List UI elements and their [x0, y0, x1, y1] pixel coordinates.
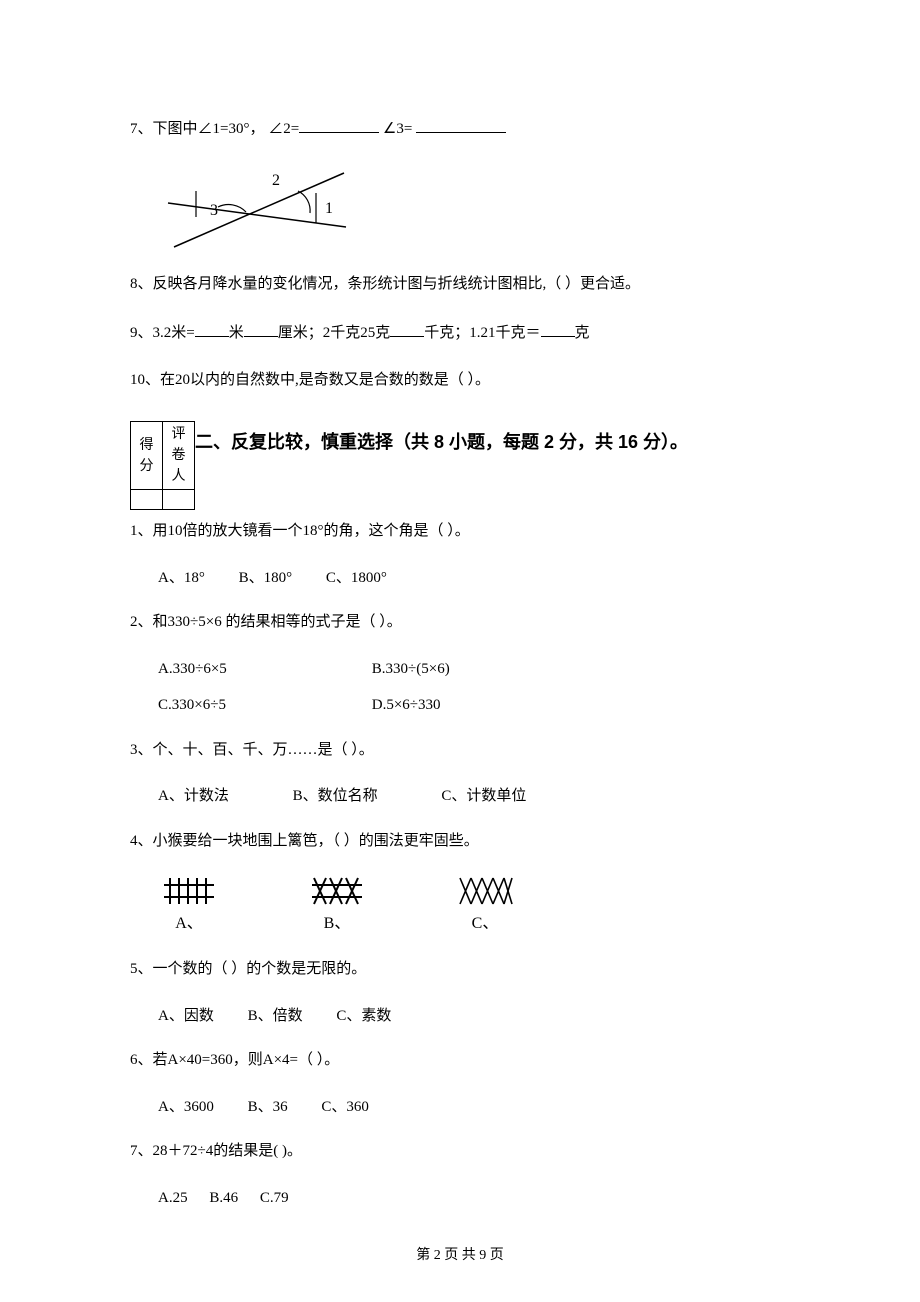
- s2q7-choice-b[interactable]: B.46: [209, 1187, 238, 1210]
- s2q2-choice-b[interactable]: B.330÷(5×6): [372, 658, 582, 681]
- fence-a-icon: [160, 876, 218, 906]
- q7-label-3: 3: [210, 202, 218, 219]
- s2q3-stem: 3、个、十、百、千、万……是（ ）。: [130, 742, 374, 758]
- q7-label-1: 1: [325, 200, 333, 217]
- s2q2-choices: A.330÷6×5 B.330÷(5×6) C.330×6÷5 D.5×6÷33…: [158, 658, 790, 717]
- s2q2-choice-d[interactable]: D.5×6÷330: [372, 694, 582, 717]
- s2-q4: 4、小猴要给一块地围上篱笆，（ ）的围法更牢固些。: [130, 830, 790, 853]
- s2q1-choice-a[interactable]: A、18°: [158, 567, 205, 590]
- q7-angle-figure: 2 1 3: [160, 165, 350, 255]
- s2q5-choice-b[interactable]: B、倍数: [248, 1005, 303, 1028]
- section-2-header: 得分 评卷人 二、反复比较，慎重选择（共 8 小题，每题 2 分，共 16 分）…: [130, 415, 790, 510]
- s2q4-figures: A、 B、: [160, 876, 790, 936]
- s2q5-choice-a[interactable]: A、因数: [158, 1005, 214, 1028]
- q7-blank-2[interactable]: [416, 115, 506, 133]
- score-table: 得分 评卷人: [130, 421, 195, 510]
- q7-text-2: ∠3=: [379, 121, 416, 137]
- s2q4-label-b: B、: [308, 912, 366, 936]
- s2q4-label-c: C、: [456, 912, 514, 936]
- s2-q5: 5、一个数的（ ）的个数是无限的。: [130, 958, 790, 981]
- q7-label-2: 2: [272, 172, 280, 189]
- score-label: 得分: [131, 422, 163, 490]
- q9-b: 米: [229, 325, 244, 341]
- q9-blank-1[interactable]: [195, 319, 229, 337]
- q10-text: 10、在20以内的自然数中,是奇数又是合数的数是（ ）。: [130, 372, 490, 388]
- q9-c: 厘米；2千克25克: [278, 325, 391, 341]
- reviewer-label: 评卷人: [163, 422, 195, 490]
- question-8: 8、反映各月降水量的变化情况，条形统计图与折线统计图相比,（ ）更合适。: [130, 273, 790, 296]
- reviewer-cell[interactable]: [163, 490, 195, 510]
- s2-q3: 3、个、十、百、千、万……是（ ）。: [130, 739, 790, 762]
- s2q3-choice-b[interactable]: B、数位名称: [293, 785, 378, 808]
- s2q2-stem: 2、和330÷5×6 的结果相等的式子是（ ）。: [130, 614, 402, 630]
- s2q1-choices: A、18° B、180° C、1800°: [158, 567, 790, 590]
- q9-blank-2[interactable]: [244, 319, 278, 337]
- s2q3-choices: A、计数法 B、数位名称 C、计数单位: [158, 785, 790, 808]
- s2-q1: 1、用10倍的放大镜看一个18°的角，这个角是（ ）。: [130, 520, 790, 543]
- s2q1-stem: 1、用10倍的放大镜看一个18°的角，这个角是（ ）。: [130, 523, 470, 539]
- s2q7-choices: A.25 B.46 C.79: [158, 1187, 790, 1210]
- section-2-title: 二、反复比较，慎重选择（共 8 小题，每题 2 分，共 16 分）。: [130, 415, 790, 456]
- s2q7-choice-a[interactable]: A.25: [158, 1187, 188, 1210]
- s2q3-choice-a[interactable]: A、计数法: [158, 785, 229, 808]
- fence-c-icon: [456, 876, 514, 906]
- s2q2-choice-a[interactable]: A.330÷6×5: [158, 658, 368, 681]
- fence-b-icon: [308, 876, 366, 906]
- question-9: 9、3.2米= 米 厘米；2千克25克 千克；1.21千克＝ 克: [130, 319, 790, 345]
- s2q4-fig-c[interactable]: C、: [456, 876, 514, 936]
- q8-text: 8、反映各月降水量的变化情况，条形统计图与折线统计图相比,（ ）更合适。: [130, 276, 640, 292]
- s2q7-choice-c[interactable]: C.79: [260, 1187, 289, 1210]
- s2q6-choice-a[interactable]: A、3600: [158, 1096, 214, 1119]
- s2q6-choices: A、3600 B、36 C、360: [158, 1096, 790, 1119]
- q9-e: 克: [575, 325, 590, 341]
- s2q4-fig-a[interactable]: A、: [160, 876, 218, 936]
- q7-blank-1[interactable]: [299, 115, 379, 133]
- s2-q6: 6、若A×40=360，则A×4=（ ）。: [130, 1049, 790, 1072]
- s2q4-label-a: A、: [160, 912, 218, 936]
- s2q2-choice-c[interactable]: C.330×6÷5: [158, 694, 368, 717]
- s2q7-stem: 7、28＋72÷4的结果是( )。: [130, 1143, 302, 1159]
- s2-q2: 2、和330÷5×6 的结果相等的式子是（ ）。: [130, 611, 790, 634]
- s2q6-choice-b[interactable]: B、36: [248, 1096, 288, 1119]
- s2q4-stem: 4、小猴要给一块地围上篱笆，（ ）的围法更牢固些。: [130, 833, 479, 849]
- question-10: 10、在20以内的自然数中,是奇数又是合数的数是（ ）。: [130, 369, 790, 392]
- s2q1-choice-c[interactable]: C、1800°: [326, 567, 387, 590]
- s2q5-choices: A、因数 B、倍数 C、素数: [158, 1005, 790, 1028]
- s2q4-fig-b[interactable]: B、: [308, 876, 366, 936]
- s2-q7: 7、28＋72÷4的结果是( )。: [130, 1140, 790, 1163]
- q7-text-1: 7、下图中∠1=30°， ∠2=: [130, 121, 299, 137]
- s2q5-choice-c[interactable]: C、素数: [336, 1005, 391, 1028]
- q9-a: 9、3.2米=: [130, 325, 195, 341]
- q9-blank-4[interactable]: [541, 319, 575, 337]
- q9-blank-3[interactable]: [390, 319, 424, 337]
- s2q6-choice-c[interactable]: C、360: [321, 1096, 369, 1119]
- score-cell[interactable]: [131, 490, 163, 510]
- s2q3-choice-c[interactable]: C、计数单位: [441, 785, 526, 808]
- q9-d: 千克；1.21千克＝: [424, 325, 540, 341]
- s2q1-choice-b[interactable]: B、180°: [239, 567, 293, 590]
- s2q6-stem: 6、若A×40=360，则A×4=（ ）。: [130, 1052, 339, 1068]
- question-7: 7、下图中∠1=30°， ∠2= ∠3=: [130, 115, 790, 141]
- s2q5-stem: 5、一个数的（ ）的个数是无限的。: [130, 961, 366, 977]
- page-footer: 第 2 页 共 9 页: [0, 1245, 920, 1266]
